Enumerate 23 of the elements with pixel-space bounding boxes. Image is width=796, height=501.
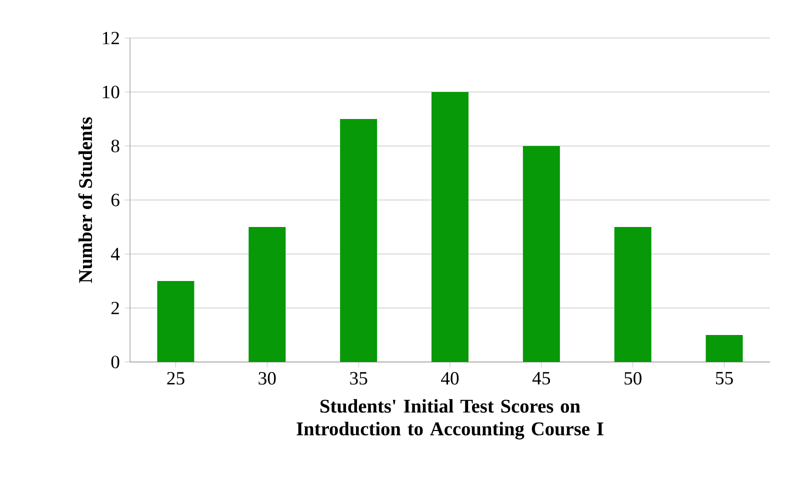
y-tick-label: 6 [111,194,120,206]
bar [431,92,468,362]
y-tick-label: 0 [111,356,120,368]
bar [614,227,652,362]
bar [248,227,286,362]
y-tick-label: 8 [111,140,120,152]
y-axis-title: Number of Students [78,117,92,283]
x-tick-label: 40 [441,372,459,385]
x-tick-label: 55 [716,372,733,384]
x-tick-label: 30 [258,372,276,385]
y-tick-label: 10 [102,86,120,98]
y-tick-label: 12 [102,32,119,44]
bar [706,335,743,362]
y-tick-label: 2 [111,302,119,314]
x-tick-label: 35 [350,372,368,385]
x-axis-title: Students' Initial Test Scores on Introduction to Accounting Course I [296,399,604,440]
bar [522,146,560,362]
x-tick-label: 50 [624,372,642,385]
bar [340,119,378,362]
y-tick-label: 4 [110,248,120,260]
x-tick-label: 45 [532,372,550,385]
x-tick-label: 25 [167,372,184,385]
bar [157,281,194,362]
